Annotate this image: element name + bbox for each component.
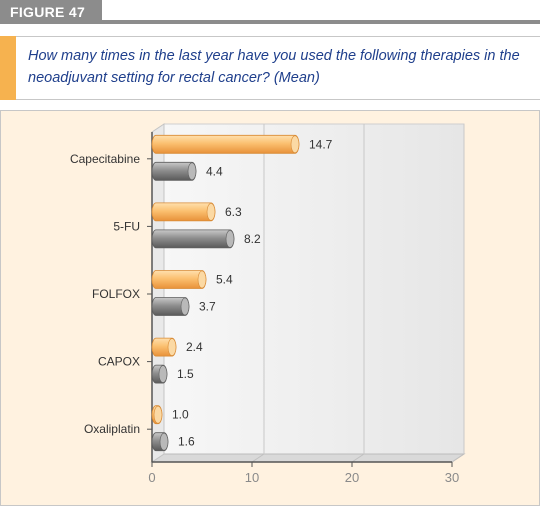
question-text: How many times in the last year have you… bbox=[28, 48, 520, 86]
data-label: 3.7 bbox=[199, 300, 216, 314]
category-label: 5-FU bbox=[113, 219, 140, 233]
gridline-floor bbox=[351, 453, 365, 463]
bar-end-cap bbox=[167, 338, 177, 356]
bar-end-cap bbox=[187, 162, 197, 181]
data-label: 14.7 bbox=[309, 137, 333, 151]
figure-rule bbox=[0, 20, 540, 24]
data-label: 2.4 bbox=[186, 340, 203, 354]
data-label: 1.6 bbox=[178, 435, 195, 449]
category-label: Capecitabine bbox=[70, 152, 140, 166]
data-label: 1.0 bbox=[172, 408, 189, 422]
bar-end-cap bbox=[290, 135, 300, 154]
data-label: 6.3 bbox=[225, 205, 242, 219]
data-label: 5.4 bbox=[216, 273, 233, 287]
bar-end-cap bbox=[158, 365, 168, 383]
plot-floor bbox=[150, 453, 466, 463]
bar-chart: 0 10 20 30 Capecitabine 14.7 4.4 5-FU 6.38.2 FOLF… bbox=[70, 123, 466, 485]
x-tick-label: 10 bbox=[245, 470, 259, 485]
bar-end-cap bbox=[206, 203, 216, 221]
bar-end-cap bbox=[180, 297, 190, 316]
question-accent-bar bbox=[0, 36, 16, 100]
bar-series-2 bbox=[151, 229, 235, 249]
x-tick-label: 0 bbox=[148, 470, 155, 485]
bar-end-cap bbox=[159, 432, 169, 451]
category-label: Oxaliplatin bbox=[84, 422, 140, 436]
bar-end-cap bbox=[153, 405, 163, 424]
x-tick-label: 20 bbox=[345, 470, 359, 485]
data-label: 4.4 bbox=[206, 164, 223, 178]
gridline-floor bbox=[251, 453, 265, 463]
data-label: 8.2 bbox=[244, 232, 261, 246]
question-box bbox=[0, 36, 540, 100]
bar-series-1 bbox=[151, 202, 216, 222]
data-label: 1.5 bbox=[177, 367, 194, 381]
bar-end-cap bbox=[197, 270, 207, 289]
x-tick-label: 30 bbox=[445, 470, 459, 485]
bar-end-cap bbox=[225, 230, 235, 248]
category-label: FOLFOX bbox=[92, 287, 140, 301]
gridline-floor bbox=[451, 453, 465, 463]
bar-series-1 bbox=[151, 134, 300, 154]
category-label: CAPOX bbox=[98, 355, 140, 369]
